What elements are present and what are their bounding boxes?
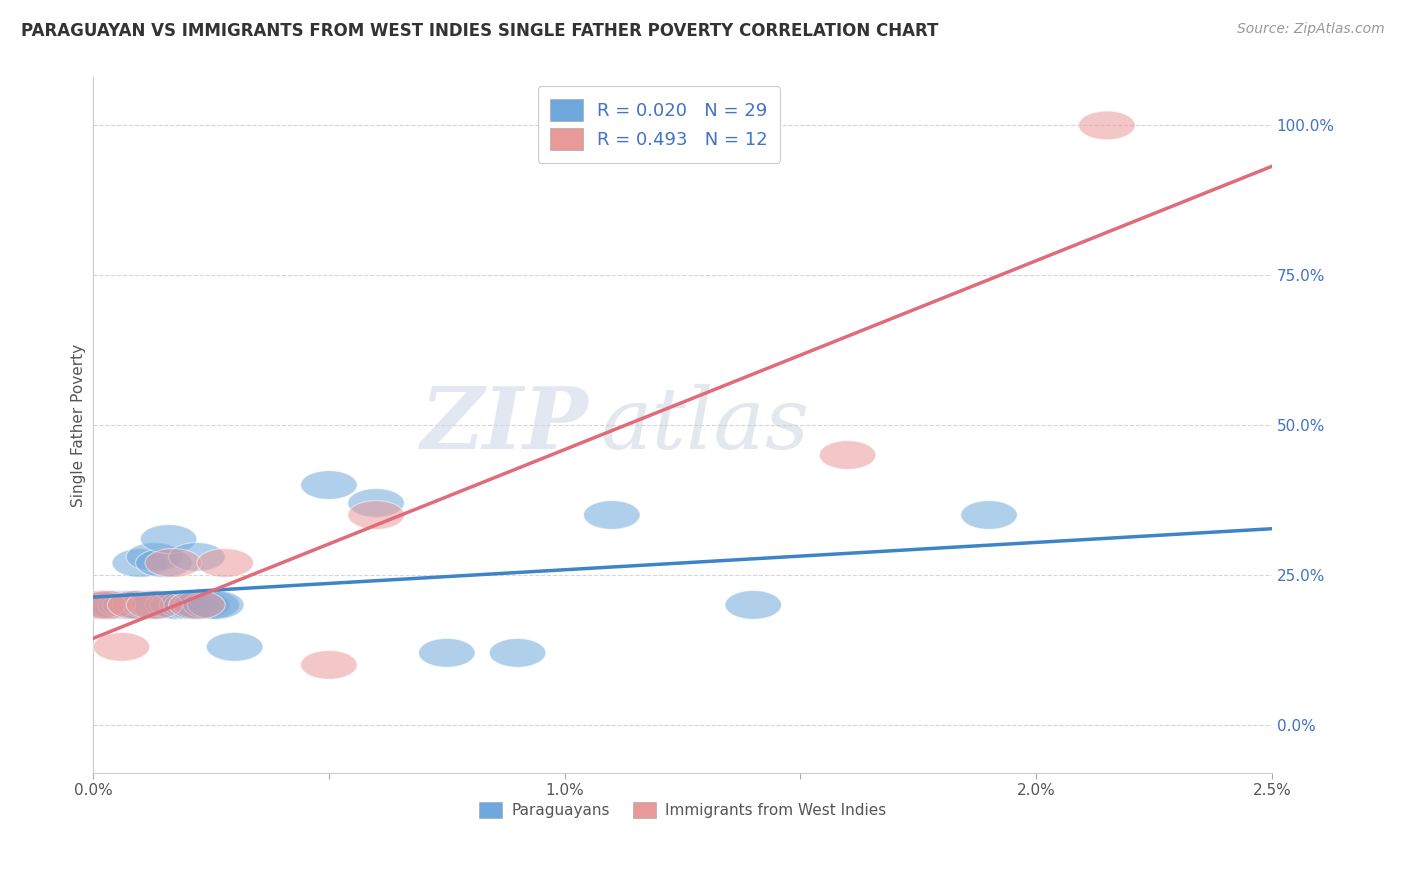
Ellipse shape [112,591,169,619]
Ellipse shape [419,639,475,667]
Ellipse shape [725,591,782,619]
Ellipse shape [141,524,197,553]
Ellipse shape [347,500,405,529]
Ellipse shape [960,500,1018,529]
Text: PARAGUAYAN VS IMMIGRANTS FROM WEST INDIES SINGLE FATHER POVERTY CORRELATION CHAR: PARAGUAYAN VS IMMIGRANTS FROM WEST INDIE… [21,22,938,40]
Ellipse shape [98,591,155,619]
Ellipse shape [347,489,405,517]
Ellipse shape [159,591,215,619]
Ellipse shape [173,591,231,619]
Ellipse shape [89,591,145,619]
Legend: Paraguayans, Immigrants from West Indies: Paraguayans, Immigrants from West Indies [472,796,891,824]
Ellipse shape [79,591,135,619]
Ellipse shape [583,500,640,529]
Ellipse shape [150,591,207,619]
Ellipse shape [127,591,183,619]
Ellipse shape [197,549,253,577]
Text: ZIP: ZIP [420,384,588,467]
Ellipse shape [121,591,179,619]
Ellipse shape [145,591,201,619]
Ellipse shape [93,632,150,661]
Ellipse shape [165,591,221,619]
Ellipse shape [112,549,169,577]
Ellipse shape [70,591,127,619]
Y-axis label: Single Father Poverty: Single Father Poverty [72,343,86,507]
Ellipse shape [107,591,165,619]
Ellipse shape [79,591,135,619]
Ellipse shape [301,471,357,500]
Ellipse shape [145,549,201,577]
Ellipse shape [183,591,239,619]
Ellipse shape [127,542,183,572]
Ellipse shape [169,591,225,619]
Ellipse shape [84,591,141,619]
Ellipse shape [131,591,187,619]
Text: atlas: atlas [600,384,810,467]
Text: Source: ZipAtlas.com: Source: ZipAtlas.com [1237,22,1385,37]
Ellipse shape [103,591,159,619]
Ellipse shape [187,591,245,619]
Ellipse shape [75,591,131,619]
Ellipse shape [169,542,225,572]
Ellipse shape [207,632,263,661]
Ellipse shape [1078,111,1135,140]
Ellipse shape [820,441,876,469]
Ellipse shape [135,549,193,577]
Ellipse shape [489,639,546,667]
Ellipse shape [301,650,357,679]
